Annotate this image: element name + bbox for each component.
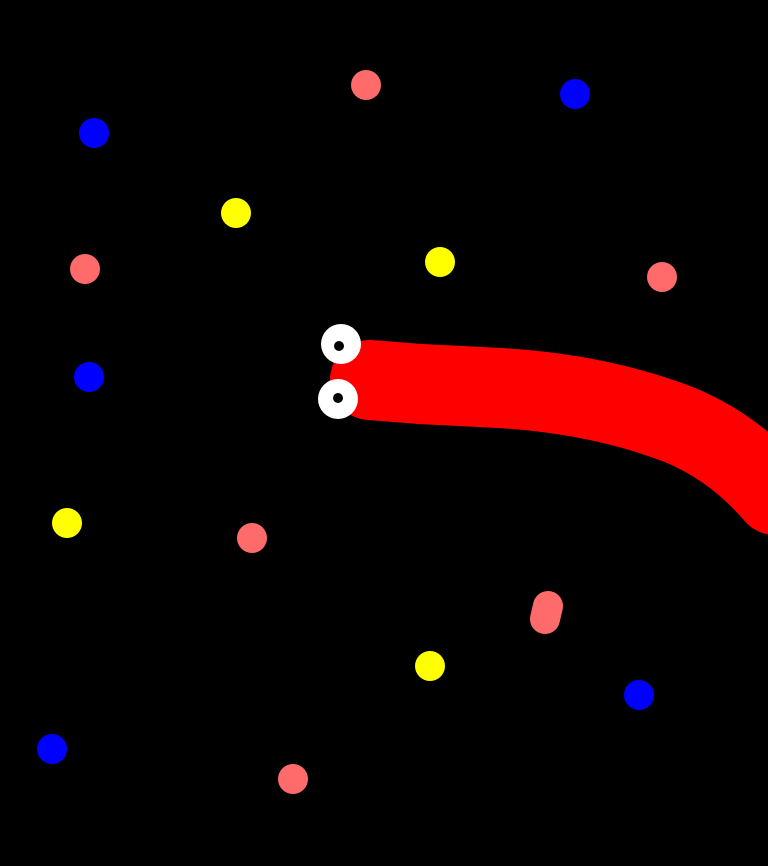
food bbox=[560, 79, 590, 109]
food bbox=[70, 254, 100, 284]
food bbox=[530, 591, 563, 634]
food bbox=[74, 362, 104, 392]
food-yellow bbox=[52, 198, 455, 681]
food bbox=[647, 262, 677, 292]
food bbox=[221, 198, 251, 228]
food-blue bbox=[37, 79, 654, 764]
pupil bbox=[333, 393, 343, 403]
food bbox=[37, 734, 67, 764]
food-pink bbox=[70, 70, 677, 794]
snake-body bbox=[330, 340, 768, 535]
food bbox=[425, 247, 455, 277]
food bbox=[415, 651, 445, 681]
food bbox=[79, 118, 109, 148]
food bbox=[278, 764, 308, 794]
food bbox=[351, 70, 381, 100]
food bbox=[52, 508, 82, 538]
snake-eyes bbox=[318, 324, 361, 419]
pupil bbox=[334, 341, 344, 351]
food bbox=[237, 523, 267, 553]
food bbox=[624, 680, 654, 710]
